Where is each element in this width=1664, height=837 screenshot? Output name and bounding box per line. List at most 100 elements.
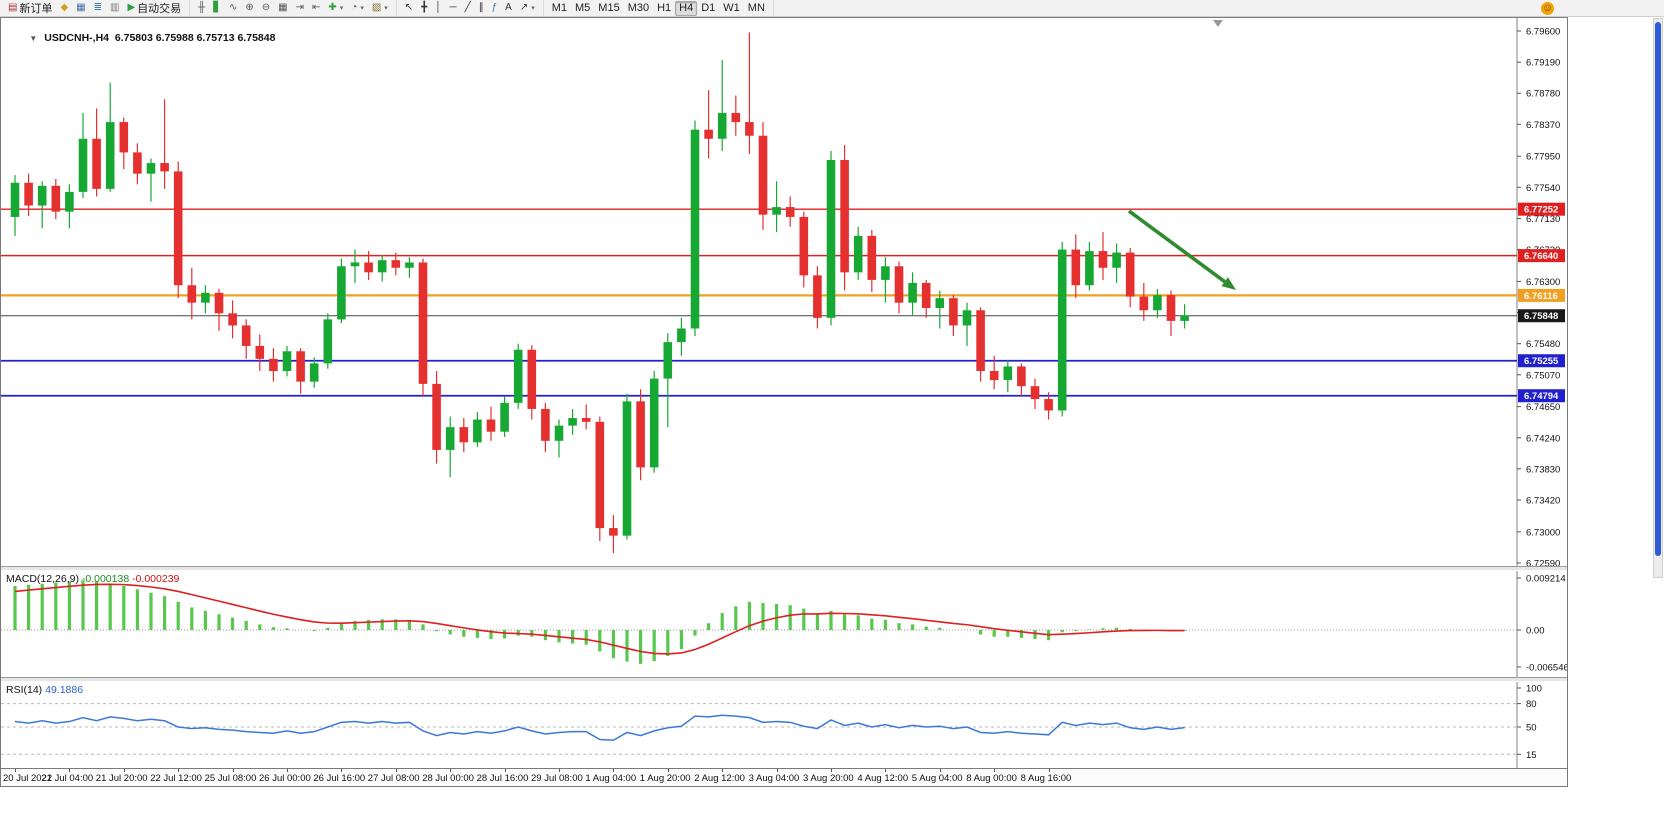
svg-text:-0.006546: -0.006546: [1526, 662, 1567, 673]
time-tick: [504, 769, 506, 772]
timeframe-h1-button[interactable]: H1: [653, 1, 675, 16]
chart-shift-marker: [1213, 20, 1223, 27]
tile-windows-icon: ▦: [278, 2, 288, 13]
timeframe-d1-button[interactable]: D1: [697, 1, 719, 16]
price-level-badges: 6.77252 6.76640 6.76116 6.75848 6.75255 6.747…: [1518, 202, 1565, 403]
svg-text:6.77252: 6.77252: [1524, 205, 1558, 216]
timeframe-m1-button[interactable]: M1: [548, 1, 571, 16]
one-click-trading-toggle-icon[interactable]: ▼: [29, 34, 38, 43]
svg-text:6.79600: 6.79600: [1526, 27, 1560, 38]
new-order-button[interactable]: ▤ 新订单: [4, 1, 56, 16]
data-window-button[interactable]: ▥: [106, 1, 123, 16]
svg-text:6.76300: 6.76300: [1526, 277, 1560, 288]
channel-icon: ∥: [478, 2, 484, 13]
fibonacci-button[interactable]: ƒ: [488, 1, 502, 16]
rsi-panel: 100 80 50 15 RSI(14) 49.1886: [1, 682, 1567, 768]
timeframe-m15-button[interactable]: M15: [594, 1, 623, 16]
macd-plot[interactable]: 0.009214 0.00 -0.006546: [1, 571, 1567, 677]
bar-chart-icon: ╫: [198, 2, 206, 13]
time-tick: [15, 769, 16, 772]
timeframe-h4-button[interactable]: H4: [675, 0, 698, 16]
market-watch-button[interactable]: ≣: [90, 1, 106, 16]
time-label: 26 Jul 00:00: [259, 773, 311, 784]
trendline-button[interactable]: ╱: [461, 1, 475, 16]
bar-chart-button[interactable]: ╫: [194, 1, 209, 16]
arrows-button[interactable]: ↗ ▾: [516, 1, 539, 16]
zoom-out-icon: ⊖: [261, 2, 271, 13]
tile-windows-button[interactable]: ▦: [274, 1, 291, 16]
indicators-icon: ✚: [328, 2, 337, 13]
time-tick: [776, 769, 778, 772]
timeframe-m1-button-label: M1: [551, 2, 568, 14]
time-label: 3 Aug 20:00: [803, 773, 854, 784]
timeframe-mn-button[interactable]: MN: [744, 1, 769, 16]
text-button[interactable]: A: [501, 1, 516, 16]
panel-splitter-2[interactable]: [1, 677, 1567, 682]
new-order-icon: ▤: [8, 2, 18, 13]
crosshair-button[interactable]: ╋: [417, 1, 431, 16]
time-tick: [885, 769, 887, 772]
arrows-icon: ↗: [519, 2, 529, 13]
indicators-button[interactable]: ✚ ▾: [324, 1, 347, 16]
autotrading-icon: ▶: [127, 2, 136, 13]
time-tick: [178, 769, 180, 772]
chart-shift-icon: ⇤: [311, 2, 321, 13]
macd-value-2: -0.000239: [132, 573, 180, 585]
time-label: 8 Aug 16:00: [1020, 773, 1072, 784]
zoom-in-button[interactable]: ⊕: [241, 1, 257, 16]
line-chart-button[interactable]: ∿: [225, 1, 241, 16]
autotrading-button[interactable]: ▶ 自动交易: [123, 1, 185, 16]
time-axis[interactable]: 20 Jul 2022 21 Jul 04:00 21 Jul 20:00 22 Ju…: [1, 768, 1567, 786]
svg-text:6.72590: 6.72590: [1526, 558, 1560, 566]
time-tick: [722, 769, 724, 772]
horizontal-line-button[interactable]: ─: [445, 1, 460, 16]
main-chart-plot[interactable]: 6.79600 6.79190 6.78780 6.78370 6.77950 6.775…: [1, 18, 1567, 566]
zoom-in-icon: ⊕: [245, 2, 254, 13]
dropdown-caret-icon: ▾: [531, 5, 535, 12]
svg-text:0.009214: 0.009214: [1526, 574, 1566, 585]
rsi-plot[interactable]: 100 80 50 15: [1, 682, 1567, 768]
time-label: 1 Aug 04:00: [585, 773, 637, 784]
profiles-button[interactable]: ▦: [72, 1, 89, 16]
time-label: 20 Jul 2022: [3, 773, 53, 784]
channel-button[interactable]: ∥: [475, 1, 488, 16]
rsi-line: [14, 714, 1185, 742]
timeframe-m30-button[interactable]: M30: [624, 1, 653, 16]
time-label: 5 Aug 04:00: [911, 773, 963, 784]
timeframe-m5-button-label: M5: [575, 2, 591, 14]
vertical-scrollbar[interactable]: [1653, 18, 1663, 578]
timeframe-m5-button[interactable]: M5: [571, 1, 594, 16]
svg-text:6.73830: 6.73830: [1526, 464, 1560, 475]
smiley-icon[interactable]: ☺: [1541, 2, 1554, 15]
timeframe-w1-button[interactable]: W1: [719, 1, 744, 16]
autotrading-button-label: 自动交易: [137, 3, 182, 15]
periods-button[interactable]: ◔ ▾: [347, 1, 368, 16]
chart-window-button[interactable]: ◆: [56, 1, 72, 16]
time-label: 1 Aug 20:00: [639, 773, 691, 784]
zoom-out-button[interactable]: ⊖: [258, 1, 274, 16]
chart-window: 6.79600 6.79190 6.78780 6.78370 6.77950 6.775…: [0, 17, 1568, 787]
svg-text:6.77950: 6.77950: [1526, 152, 1560, 163]
svg-text:100: 100: [1526, 684, 1542, 695]
candlestick-chart-button[interactable]: ▋: [209, 1, 225, 16]
svg-text:6.75848: 6.75848: [1524, 311, 1558, 322]
time-tick: [287, 769, 288, 772]
time-tick: [559, 769, 560, 772]
scrollbar-thumb[interactable]: [1655, 22, 1661, 556]
trend-arrow-annotation: [1127, 209, 1236, 290]
panel-splitter[interactable]: [1, 566, 1567, 571]
svg-text:6.73000: 6.73000: [1526, 527, 1560, 538]
line-studies-group: ↖ ╋ │ ─ ╱ ∥ ƒ A ↗ ▾: [397, 0, 544, 16]
auto-scroll-button[interactable]: ⇥: [292, 1, 308, 16]
svg-text:6.75255: 6.75255: [1524, 356, 1559, 367]
chart-ohlc-text: USDCNH-,H4 6.75803 6.75988 6.75713 6.758…: [44, 32, 276, 44]
cursor-button[interactable]: ↖: [401, 1, 417, 16]
vertical-line-button[interactable]: │: [431, 1, 445, 16]
macd-value-1: -0.000138: [81, 573, 130, 585]
chart-shift-button[interactable]: ⇤: [308, 1, 324, 16]
svg-text:6.76116: 6.76116: [1524, 291, 1558, 302]
new-order-button-label: 新订单: [19, 3, 53, 15]
toolbar-groups: ▤ 新订单 ◆ ▦ ≣ ▥ ▶ 自动交易 ╫ ▋ ∿ ⊕ ⊖ ▦ ⇥ ⇤ ✚ ▾ ◔ ▾ ▧ ▾ ↖ ╋ │ ─ ╱ ∥ ƒ A ↗ ▾ M1 M…: [0, 0, 774, 16]
templates-button[interactable]: ▧ ▾: [368, 1, 392, 16]
trendline-icon: ╱: [464, 2, 471, 13]
